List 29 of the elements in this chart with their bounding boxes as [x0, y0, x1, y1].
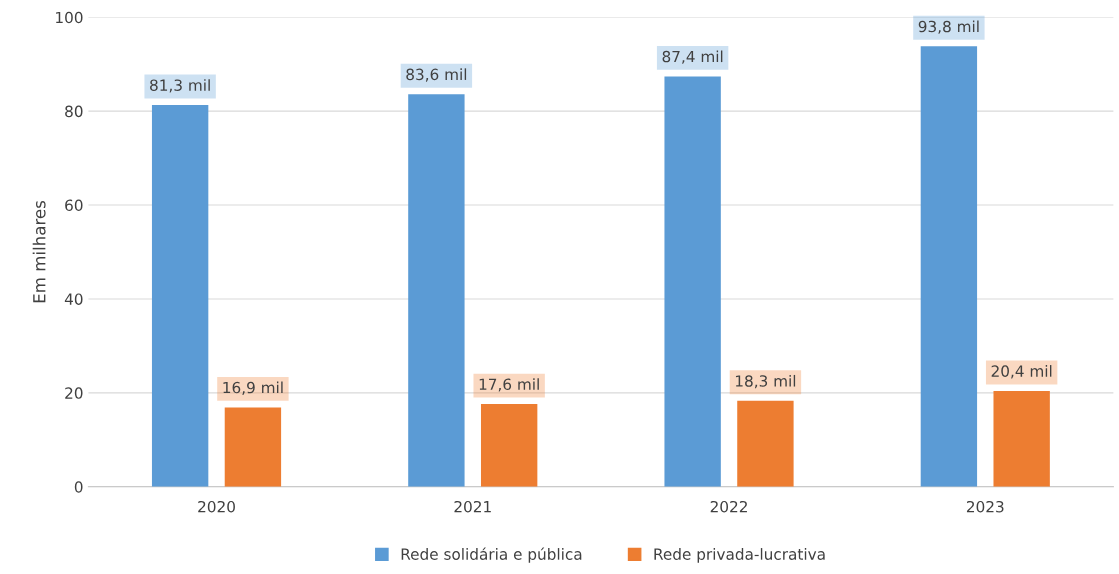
data-label: 81,3 mil: [150, 79, 210, 93]
bar: [737, 400, 794, 487]
x-tick-label: 2020: [198, 500, 235, 513]
y-tick-label: 60: [65, 199, 83, 212]
y-tick-label: 0: [74, 481, 83, 493]
bar: [224, 407, 282, 487]
bar: [664, 76, 721, 487]
bar: [480, 404, 538, 487]
legend-label: Rede solidária e pública: [401, 547, 582, 563]
y-tick-label: 80: [65, 105, 83, 118]
data-label: 83,6 mil: [406, 68, 467, 82]
data-label: 87,4 mil: [662, 50, 723, 64]
y-tick-label: 100: [56, 11, 83, 24]
bar: [408, 94, 465, 487]
y-tick-label: 20: [65, 387, 83, 399]
x-tick-label: 2023: [966, 500, 1004, 513]
data-label: 20,4 mil: [991, 365, 1052, 379]
bar: [920, 46, 978, 487]
legend-label: Rede privada-lucrativa: [654, 548, 825, 563]
y-tick-label: 40: [64, 293, 83, 305]
bar: [993, 390, 1050, 487]
x-tick-label: 2022: [710, 500, 747, 513]
bar: [151, 105, 209, 487]
data-label: 17,6 mil: [479, 378, 539, 392]
data-label: 18,3 mil: [735, 374, 796, 389]
data-label: 16,9 mil: [223, 381, 283, 395]
y-axis-title: Em milhares: [32, 200, 46, 303]
data-label: 93,8 mil: [918, 20, 979, 34]
x-tick-label: 2021: [454, 500, 491, 513]
